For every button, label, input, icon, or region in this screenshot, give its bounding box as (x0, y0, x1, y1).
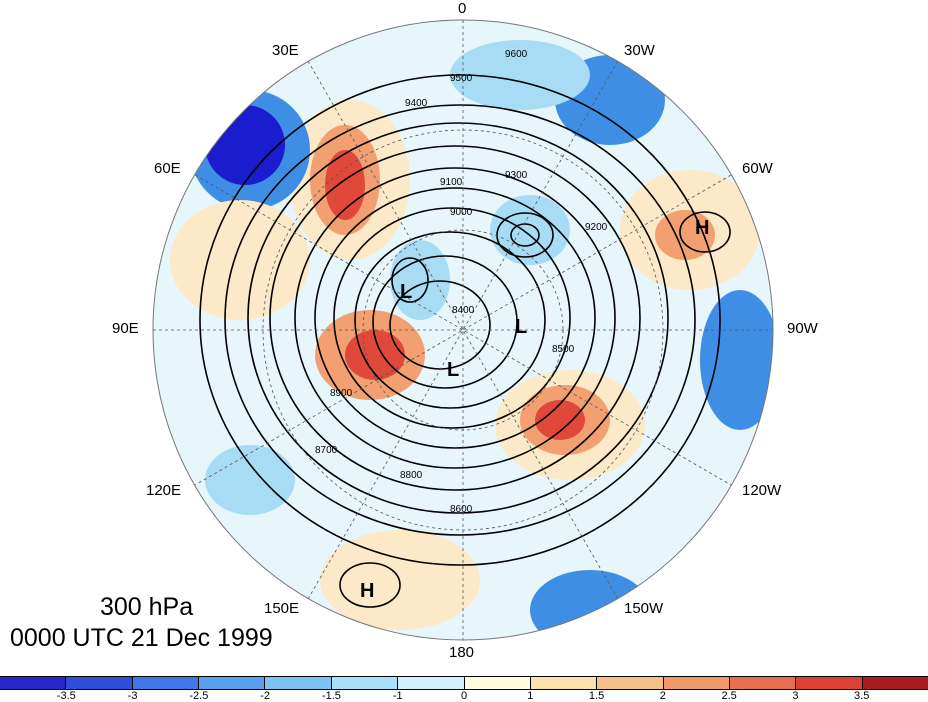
contour-label: 8800 (400, 470, 423, 481)
colorbar-swatch (464, 677, 531, 689)
lon-label-60w: 60W (742, 160, 773, 177)
colorbar-tick-label: -3 (127, 690, 138, 702)
contour-label: 8500 (552, 344, 575, 355)
colorbar-swatch (199, 677, 266, 689)
lon-label-150e: 150E (264, 600, 300, 617)
lon-label-0: 0 (458, 0, 467, 17)
lon-label-30w: 30W (624, 42, 655, 59)
valid-time-title: 0000 UTC 21 Dec 1999 (10, 624, 273, 652)
contour-label: 9400 (405, 98, 428, 109)
colorbar-tick-label: -1 (392, 690, 403, 702)
colorbar-swatch (597, 677, 664, 689)
colorbar (0, 676, 928, 690)
colorbar-tick-label: 0 (460, 690, 468, 702)
lon-label-180: 180 (449, 644, 475, 661)
lon-label-30e: 30E (272, 42, 299, 59)
lon-label-60e: 60E (154, 160, 181, 177)
contour-label: 9200 (585, 222, 608, 233)
colorbar-swatch (331, 677, 399, 689)
contour-label: 8600 (450, 504, 473, 515)
colorbar-swatch (66, 677, 133, 689)
lon-label-120e: 120E (146, 482, 182, 499)
pressure-level-title: 300 hPa (100, 593, 194, 621)
contour-label: 9600 (505, 49, 528, 60)
contour-label: 9100 (440, 177, 463, 188)
colorbar-tick-label: 2 (659, 690, 666, 702)
contour-label: 8400 (452, 305, 475, 316)
colorbar-swatch (265, 677, 332, 689)
colorbar-swatch (796, 677, 863, 689)
low-center-3: L (447, 359, 459, 381)
colorbar-swatch (530, 677, 598, 689)
contour-label: 9300 (505, 170, 528, 181)
colorbar-swatch (862, 677, 928, 689)
colorbar-tick-label: -2 (260, 690, 271, 702)
high-center-1: H (695, 217, 709, 239)
lon-label-90e: 90E (112, 320, 139, 337)
colorbar-tick-label: 2.5 (721, 690, 737, 702)
contour-label: 8700 (315, 445, 338, 456)
low-center-1: L (400, 281, 412, 303)
colorbar-swatch (729, 677, 797, 689)
lon-label-120w: 120W (742, 482, 782, 499)
colorbar-tick-label: -1.5 (321, 690, 341, 702)
colorbar-tick-label: 1.5 (588, 690, 605, 702)
high-center-2: H (360, 580, 374, 602)
contour-label: 9500 (450, 73, 473, 84)
lon-label-150w: 150W (624, 600, 664, 617)
contour-label: 9000 (450, 207, 473, 218)
colorbar-swatch (0, 677, 67, 689)
lon-label-90w: 90W (787, 320, 818, 337)
colorbar-swatch (398, 677, 465, 689)
colorbar-tick-label: 1 (527, 690, 534, 702)
colorbar-swatch (663, 677, 730, 689)
contour-label: 8900 (330, 388, 353, 399)
colorbar-tick-label: 3.5 (854, 690, 870, 702)
colorbar-tick-label: -3.5 (56, 690, 76, 702)
colorbar-swatch (132, 677, 200, 689)
colorbar-tick-label: 3 (792, 690, 799, 702)
low-center-2: L (515, 316, 527, 338)
colorbar-tick-label: -2.5 (189, 690, 209, 702)
